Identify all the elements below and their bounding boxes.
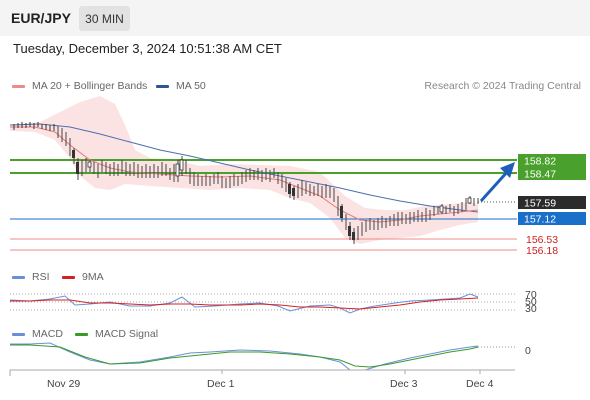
symbol-title: EUR/JPY bbox=[11, 10, 71, 26]
macd-panel: 0 bbox=[10, 342, 531, 371]
price-candle-bodies bbox=[72, 150, 472, 240]
price-label-158-47: 158.47 bbox=[518, 167, 586, 181]
legend-rsi-ma: 9MA bbox=[62, 271, 104, 283]
price-label-pivot: 157.12 bbox=[518, 212, 586, 226]
ma20-swatch bbox=[12, 84, 25, 88]
chart-datetime: Tuesday, December 3, 2024 10:51:38 AM CE… bbox=[13, 41, 282, 56]
level-value: 157.12 bbox=[524, 214, 556, 226]
rsi-level-30: 30 bbox=[525, 303, 537, 315]
projection-arrow bbox=[479, 162, 515, 203]
rsi-label: RSI bbox=[32, 271, 50, 283]
bollinger-band bbox=[10, 96, 478, 244]
rsi-ma-line bbox=[10, 297, 479, 310]
level-value: 157.59 bbox=[524, 198, 556, 210]
price-label-158-82: 158.82 bbox=[518, 154, 586, 168]
legend-macd: MACD bbox=[12, 328, 63, 340]
rsi-ma-label: 9MA bbox=[82, 271, 104, 283]
legend-ma20: MA 20 + Bollinger Bands bbox=[12, 80, 147, 92]
level-value: 158.82 bbox=[524, 156, 556, 168]
macd-zero-label: 0 bbox=[525, 345, 531, 357]
top-bar: EUR/JPY 30 MIN bbox=[0, 0, 590, 36]
level-value: 158.47 bbox=[524, 169, 556, 181]
ma50-swatch bbox=[156, 84, 169, 88]
ma20-label: MA 20 + Bollinger Bands bbox=[32, 80, 148, 92]
legend-ma50: MA 50 bbox=[156, 80, 206, 92]
macd-signal-swatch bbox=[75, 332, 88, 336]
macd-signal-line bbox=[10, 344, 479, 368]
legend-rsi: RSI bbox=[12, 271, 50, 283]
rsi-panel: 70 50 30 bbox=[9, 289, 537, 315]
rsi-level-50: 50 bbox=[525, 296, 537, 308]
price-label-156-18: 156.18 bbox=[526, 245, 558, 257]
x-tick-dec1: Dec 1 bbox=[207, 378, 235, 390]
x-tick-dec3: Dec 3 bbox=[390, 378, 418, 390]
x-tick-dec4: Dec 4 bbox=[466, 378, 494, 390]
price-label-last: 157.59 bbox=[518, 196, 586, 210]
rsi-level-70: 70 bbox=[525, 289, 537, 301]
timeframe-button[interactable]: 30 MIN bbox=[79, 6, 130, 31]
rsi-ma-swatch bbox=[62, 275, 75, 279]
x-tick-nov29: Nov 29 bbox=[47, 378, 80, 390]
x-axis: Nov 29 Dec 1 Dec 3 Dec 4 bbox=[9, 369, 515, 390]
macd-swatch bbox=[12, 332, 25, 336]
credit-text: Research © 2024 Trading Central bbox=[424, 80, 581, 92]
legend-macd-signal: MACD Signal bbox=[75, 328, 158, 340]
macd-line bbox=[10, 342, 479, 371]
ma50-label: MA 50 bbox=[176, 80, 206, 92]
price-label-156-53: 156.53 bbox=[526, 234, 558, 246]
macd-label: MACD bbox=[32, 328, 63, 340]
rsi-swatch bbox=[12, 275, 25, 279]
macd-signal-label: MACD Signal bbox=[95, 328, 159, 340]
